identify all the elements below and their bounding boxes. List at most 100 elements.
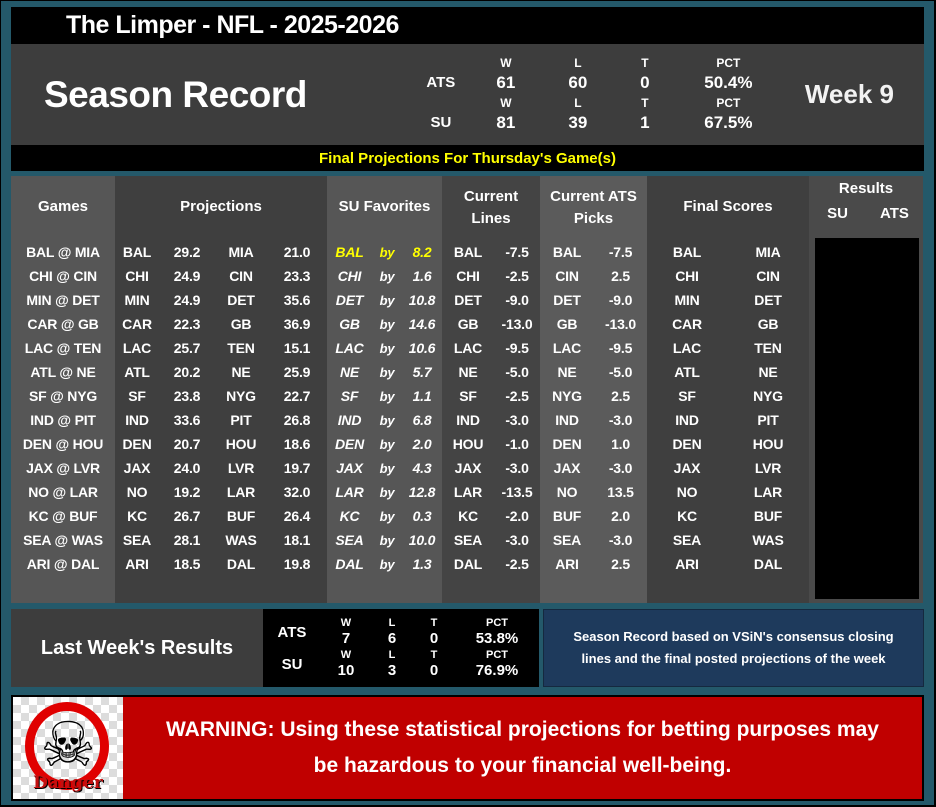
su-ties: 1 [640,112,650,132]
final-score-away-team: MIN [674,292,700,308]
final-score-away-team: CHI [675,268,699,284]
current-line-value: -13.5 [501,484,533,500]
su-favorite-by-label: by [379,244,395,260]
last-week-title-box: Last Week's Results [11,609,263,687]
su-favorite-by-label: by [379,460,395,476]
su-label: SU [430,114,452,131]
ats-pick-team: NO [556,484,578,500]
projection-home-points: 19.7 [283,460,311,476]
su-favorite-by-label: by [379,484,395,500]
game-matchup: IND @ PIT [30,412,96,428]
projection-away-points: 23.8 [173,388,201,404]
table-row: ARI @ DAL ARI 18.5 DAL 19.8 DAL by 1.3 D… [11,552,923,576]
lw-su-losses: 3 [387,662,397,679]
header-su-favorites: SU Favorites [338,198,431,215]
note-line-1: Season Record based on VSiN's consensus … [573,629,894,644]
su-favorite-margin: 10.6 [408,340,436,356]
lw-ats-losses: 6 [387,630,397,647]
current-line-value: -2.5 [505,268,529,284]
projection-away-team: LAC [122,340,152,356]
final-score-home-team: MIA [755,244,781,260]
last-week-title: Last Week's Results [40,636,234,659]
su-favorite-margin: 12.8 [408,484,436,500]
lw-su-ties: 0 [429,662,439,679]
season-record-note: Season Record based on VSiN's consensus … [543,609,924,687]
ats-label: ATS [426,74,456,91]
season-record-section: Season Record W L T PCT ATS 61 60 0 50.4… [11,44,924,145]
final-score-away-team: ATL [674,364,700,380]
ats-pick-value: -13.0 [605,316,636,332]
projection-away-points: 18.5 [173,556,201,572]
final-score-home-team: CIN [756,268,780,284]
current-line-value: -2.5 [505,388,529,404]
current-line-team: GB [457,316,479,332]
ats-pick-team: DEN [552,436,582,452]
table-row: ATL @ NE ATL 20.2 NE 25.9 NE by 5.7 NE -… [11,360,923,384]
lw-su-pct: 76.9% [475,662,519,679]
final-score-home-team: DAL [753,556,783,572]
current-line-team: IND [456,412,480,428]
lw-ats-pct: 53.8% [475,630,519,647]
header-projections: Projections [180,198,262,215]
current-line-team: CHI [456,268,480,284]
game-matchup: LAC @ TEN [24,340,102,356]
current-line-value: -3.0 [505,412,529,428]
ats-pick-team: NYG [552,388,582,404]
projection-away-points: 25.7 [173,340,201,356]
game-matchup: KC @ BUF [28,508,98,524]
current-line-value: -9.0 [505,292,529,308]
table-row: CHI @ CIN CHI 24.9 CIN 23.3 CHI by 1.6 C… [11,264,923,288]
final-score-away-team: SEA [672,532,702,548]
game-matchup: SF @ NYG [28,388,98,404]
table-row: DEN @ HOU DEN 20.7 HOU 18.6 DEN by 2.0 H… [11,432,923,456]
danger-sign: ☠ Danger [13,697,123,799]
projection-home-points: 21.0 [283,244,311,260]
final-score-home-team: NE [758,364,778,380]
projection-home-team: GB [230,316,252,332]
su-favorite-margin: 6.8 [412,412,432,428]
results-empty-area [815,238,919,599]
projection-home-points: 15.1 [283,340,311,356]
stat-header-l: L [574,55,582,70]
current-line-value: -3.0 [505,460,529,476]
su-favorite-team: SF [340,388,359,404]
ats-losses: 60 [568,72,588,92]
projection-away-team: NO [126,484,148,500]
su-favorite-margin: 4.3 [412,460,432,476]
final-score-home-team: LAR [753,484,783,500]
lw-su-label: SU [281,655,303,673]
note-line-2: lines and the final posted projections o… [581,651,886,666]
projection-away-team: BAL [122,244,152,260]
su-favorite-team: DEN [335,436,364,452]
su-favorite-team: DAL [335,556,364,572]
table-row: SEA @ WAS SEA 28.1 WAS 18.1 SEA by 10.0 … [11,528,923,552]
stat-header-t: T [641,55,649,70]
projection-away-team: JAX [123,460,151,476]
header-current-lines: Current Lines [463,188,519,227]
table-row: MIN @ DET MIN 24.9 DET 35.6 DET by 10.8 … [11,288,923,312]
current-line-value: -9.5 [505,340,529,356]
last-week-section: Last Week's Results ATS W L T PCT 7 6 0 … [11,609,924,687]
final-score-away-team: IND [675,412,699,428]
projection-away-team: CAR [122,316,152,332]
projection-home-points: 25.9 [283,364,311,380]
ats-pick-team: ARI [555,556,579,572]
header-games: Games [37,198,89,215]
su-favorite-by-label: by [379,364,395,380]
current-lines-column-bg [442,176,540,603]
su-favorite-margin: 5.7 [412,364,432,380]
ats-pick-value: -3.0 [608,412,633,428]
su-favorite-margin: 2.0 [412,436,432,452]
current-line-team: KC [458,508,478,524]
final-score-away-team: NO [676,484,698,500]
danger-ring-icon [25,702,109,790]
projection-away-team: SEA [122,532,152,548]
projection-home-team: WAS [225,532,257,548]
projection-away-points: 20.2 [173,364,201,380]
stat-header-w: W [500,55,512,70]
ats-pick-value: 1.0 [611,436,630,452]
su-pct: 67.5% [704,112,753,132]
su-favorite-margin: 0.3 [412,508,432,524]
projection-home-team: CIN [229,268,253,284]
